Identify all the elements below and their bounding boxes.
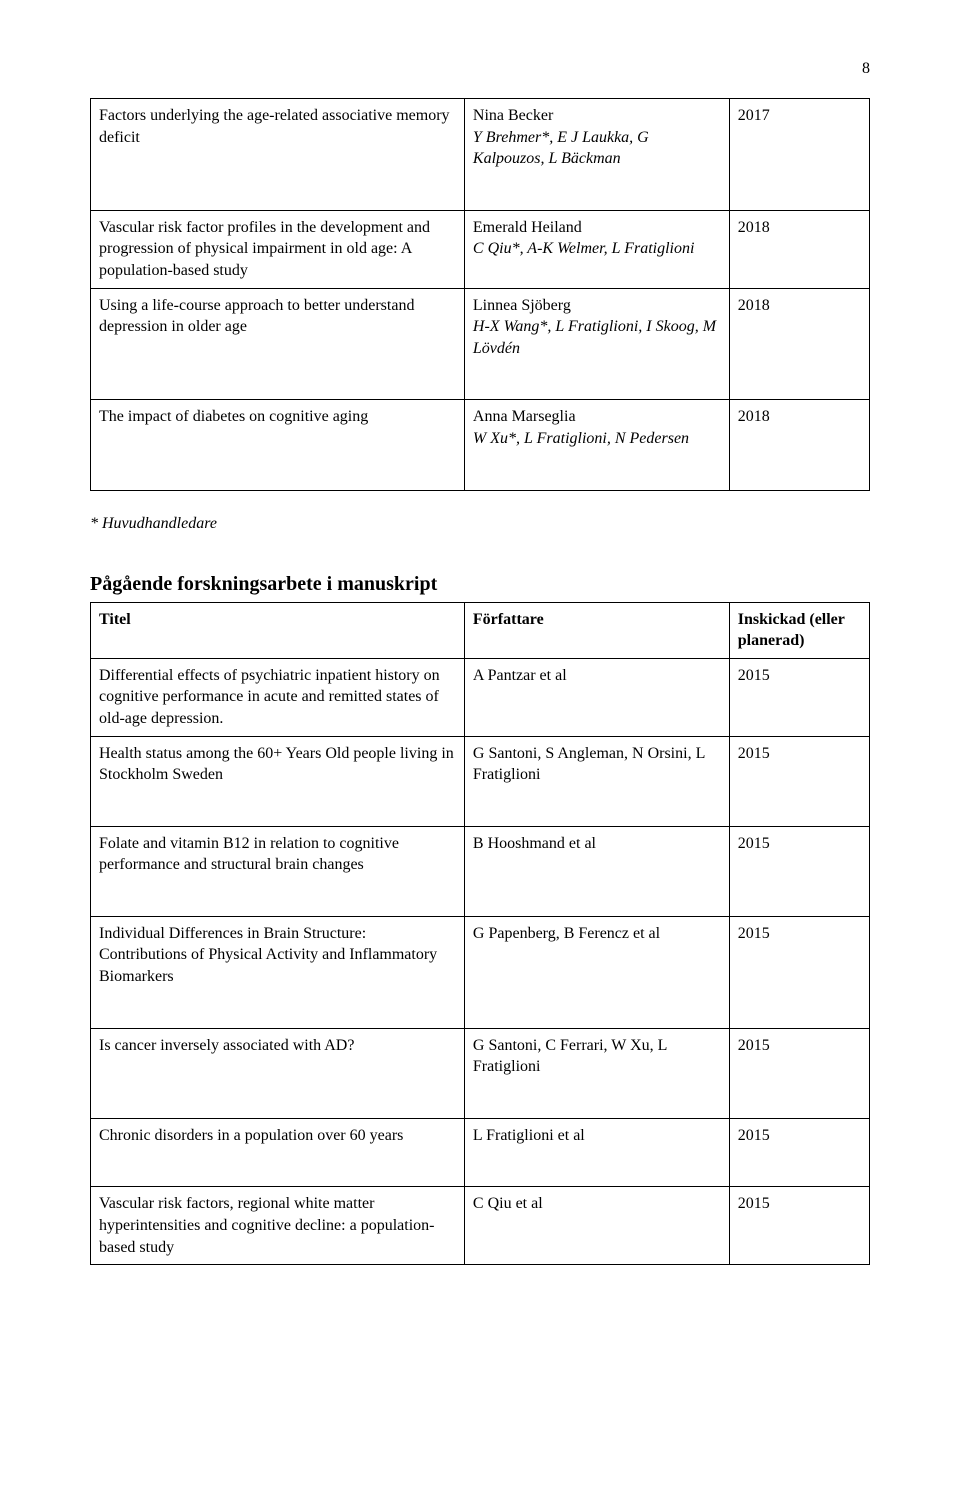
author-main: Emerald Heiland [473, 219, 582, 236]
cell-title: Differential effects of psychiatric inpa… [91, 658, 465, 736]
cell-year: 2017 [729, 99, 869, 211]
cell-year: 2015 [729, 1028, 869, 1118]
table-row: Chronic disorders in a population over 6… [91, 1118, 870, 1187]
table-row: Differential effects of psychiatric inpa… [91, 658, 870, 736]
header-cell: Inskickad (eller planerad) [729, 602, 869, 658]
author-main: Nina Becker [473, 107, 553, 124]
cell-author: G Papenberg, B Ferencz et al [464, 916, 729, 1028]
cell-year: 2018 [729, 400, 869, 490]
author-secondary: Y Brehmer*, E J Laukka, G Kalpouzos, L B… [473, 129, 649, 168]
table-row: Vascular risk factor profiles in the dev… [91, 210, 870, 288]
table-row: Folate and vitamin B12 in relation to co… [91, 826, 870, 916]
cell-author: L Fratiglioni et al [464, 1118, 729, 1187]
cell-year: 2018 [729, 288, 869, 400]
table-row: Vascular risk factors, regional white ma… [91, 1187, 870, 1265]
cell-author: G Santoni, S Angleman, N Orsini, L Frati… [464, 736, 729, 826]
table-header-row: Titel Författare Inskickad (eller planer… [91, 602, 870, 658]
cell-author: B Hooshmand et al [464, 826, 729, 916]
table-row: Individual Differences in Brain Structur… [91, 916, 870, 1028]
cell-author: C Qiu et al [464, 1187, 729, 1265]
author-main: Anna Marseglia [473, 408, 576, 425]
cell-year: 2015 [729, 826, 869, 916]
table-row: Factors underlying the age-related assoc… [91, 99, 870, 211]
cell-year: 2015 [729, 1187, 869, 1265]
cell-title: Chronic disorders in a population over 6… [91, 1118, 465, 1187]
cell-year: 2015 [729, 736, 869, 826]
table-2: Titel Författare Inskickad (eller planer… [90, 602, 870, 1266]
cell-title: Vascular risk factor profiles in the dev… [91, 210, 465, 288]
table-row: Is cancer inversely associated with AD? … [91, 1028, 870, 1118]
cell-title: The impact of diabetes on cognitive agin… [91, 400, 465, 490]
cell-authors: Emerald Heiland C Qiu*, A-K Welmer, L Fr… [464, 210, 729, 288]
cell-author: G Santoni, C Ferrari, W Xu, L Fratiglion… [464, 1028, 729, 1118]
author-secondary: W Xu*, L Fratiglioni, N Pedersen [473, 430, 689, 447]
cell-title: Using a life-course approach to better u… [91, 288, 465, 400]
cell-title: Is cancer inversely associated with AD? [91, 1028, 465, 1118]
table-row: Using a life-course approach to better u… [91, 288, 870, 400]
table-row: Health status among the 60+ Years Old pe… [91, 736, 870, 826]
cell-authors: Anna Marseglia W Xu*, L Fratiglioni, N P… [464, 400, 729, 490]
cell-year: 2015 [729, 916, 869, 1028]
cell-title: Health status among the 60+ Years Old pe… [91, 736, 465, 826]
author-secondary: H-X Wang*, L Fratiglioni, I Skoog, M Löv… [473, 318, 716, 357]
header-cell: Titel [91, 602, 465, 658]
author-main: Linnea Sjöberg [473, 297, 571, 314]
cell-title: Folate and vitamin B12 in relation to co… [91, 826, 465, 916]
cell-authors: Nina Becker Y Brehmer*, E J Laukka, G Ka… [464, 99, 729, 211]
table-1: Factors underlying the age-related assoc… [90, 98, 870, 491]
author-secondary: C Qiu*, A-K Welmer, L Fratiglioni [473, 240, 695, 257]
table-row: The impact of diabetes on cognitive agin… [91, 400, 870, 490]
cell-title: Factors underlying the age-related assoc… [91, 99, 465, 211]
footnote: * Huvudhandledare [90, 515, 870, 533]
cell-year: 2015 [729, 1118, 869, 1187]
section-heading: Pågående forskningsarbete i manuskript [90, 573, 870, 596]
cell-year: 2015 [729, 658, 869, 736]
page-number: 8 [90, 60, 870, 78]
cell-title: Individual Differences in Brain Structur… [91, 916, 465, 1028]
cell-authors: Linnea Sjöberg H-X Wang*, L Fratiglioni,… [464, 288, 729, 400]
cell-title: Vascular risk factors, regional white ma… [91, 1187, 465, 1265]
cell-author: A Pantzar et al [464, 658, 729, 736]
header-cell: Författare [464, 602, 729, 658]
cell-year: 2018 [729, 210, 869, 288]
